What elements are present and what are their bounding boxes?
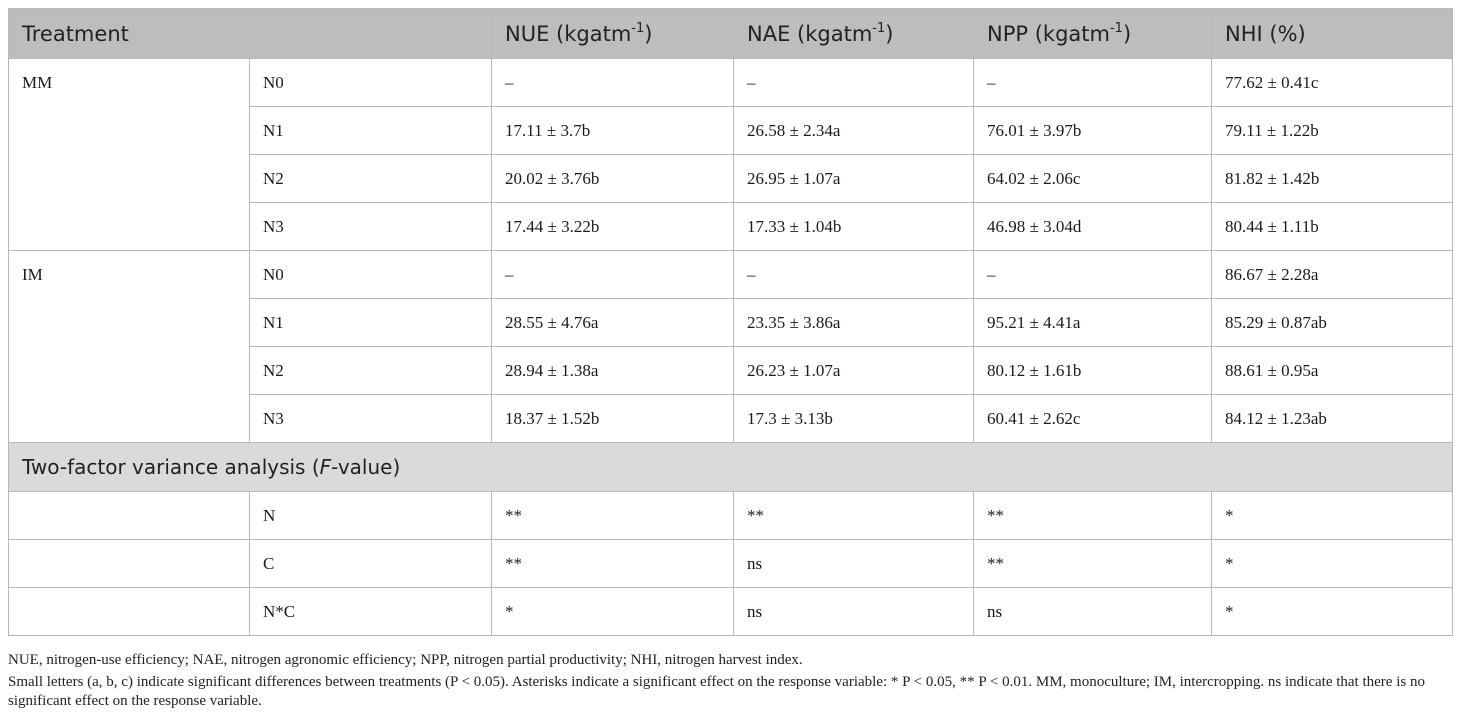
cell-nhi: * [1211, 539, 1454, 588]
cell-nhi: * [1211, 491, 1454, 540]
section-row: Two-factor variance analysis (F-value) [7, 442, 1454, 492]
cell-nue: 17.44 ± 3.22b [491, 202, 735, 251]
section-title-italic: F [319, 455, 332, 479]
header-nae-exponent: -1 [872, 21, 886, 36]
cell-level: N0 [248, 250, 493, 299]
header-nue-exponent: -1 [631, 21, 645, 36]
cell-nae: 23.35 ± 3.86a [733, 298, 975, 347]
table-footnotes: NUE, nitrogen-use efficiency; NAE, nitro… [8, 651, 1452, 714]
cell-npp: ** [973, 491, 1213, 540]
cell-nae: 26.23 ± 1.07a [733, 346, 975, 395]
group-label-im: IM [8, 250, 250, 443]
header-nae: NAE (kgatm-1) [733, 8, 975, 59]
cell-nhi: 86.67 ± 2.28a [1211, 250, 1454, 299]
cell-nae: ns [733, 587, 975, 636]
header-npp-label: NPP (kgatm [987, 22, 1110, 46]
cell-nue: 28.94 ± 1.38a [491, 346, 735, 395]
header-npp: NPP (kgatm-1) [973, 8, 1213, 59]
cell-nhi: 81.82 ± 1.42b [1211, 154, 1454, 203]
table-row: N2 28.94 ± 1.38a 26.23 ± 1.07a 80.12 ± 1… [9, 346, 1454, 395]
header-npp-close: ) [1122, 22, 1132, 46]
cell-level: N3 [248, 202, 493, 251]
cell-level: N2 [248, 346, 493, 395]
cell-npp: – [973, 250, 1213, 299]
table-row: N1 17.11 ± 3.7b 26.58 ± 2.34a 76.01 ± 3.… [9, 106, 1454, 155]
table-row: IM N0 – – – 86.67 ± 2.28a [8, 250, 1454, 443]
cell-nhi: 85.29 ± 0.87ab [1211, 298, 1454, 347]
cell-level: N3 [248, 394, 493, 443]
cell-npp: ** [973, 539, 1213, 588]
header-nue: NUE (kgatm-1) [491, 8, 735, 59]
cell-nae: – [733, 250, 975, 299]
cell-level: N2 [248, 154, 493, 203]
cell-npp: 80.12 ± 1.61b [973, 346, 1213, 395]
cell-nue: ** [491, 539, 735, 588]
cell-empty [8, 539, 250, 588]
header-npp-exponent: -1 [1109, 21, 1123, 36]
cell-nae: 17.33 ± 1.04b [733, 202, 975, 251]
table-row: N3 17.44 ± 3.22b 17.33 ± 1.04b 46.98 ± 3… [9, 202, 1454, 251]
cell-nae: ** [733, 491, 975, 540]
cell-nue: ** [491, 491, 735, 540]
cell-level: N1 [248, 298, 493, 347]
cell-npp: ns [973, 587, 1213, 636]
cell-nue: – [491, 250, 735, 299]
cell-nue: 28.55 ± 4.76a [491, 298, 735, 347]
nitrogen-efficiency-table: Treatment NUE (kgatm-1) NAE (kgatm-1) NP… [7, 8, 1454, 636]
cell-nhi: 84.12 ± 1.23ab [1211, 394, 1454, 443]
header-nue-label: NUE (kgatm [505, 22, 632, 46]
cell-nue: – [491, 58, 735, 107]
cell-nue: 20.02 ± 3.76b [491, 154, 735, 203]
cell-empty [8, 587, 250, 636]
cell-level: N0 [248, 58, 493, 107]
cell-factor: N [248, 491, 493, 540]
table-row: N ** ** ** * [8, 491, 1454, 540]
table-row: MM N0 – – – 77.62 ± 0.41c [8, 58, 1454, 251]
section-title: Two-factor variance analysis (F-value) [7, 442, 1454, 492]
header-nhi-label: NHI (%) [1225, 21, 1306, 46]
header-row: Treatment NUE (kgatm-1) NAE (kgatm-1) NP… [7, 8, 1454, 59]
cell-npp: – [973, 58, 1213, 107]
header-treatment-label: Treatment [22, 21, 129, 46]
cell-nhi: * [1211, 587, 1454, 636]
cell-nue: 18.37 ± 1.52b [491, 394, 735, 443]
cell-nhi: 77.62 ± 0.41c [1211, 58, 1454, 107]
header-nae-close: ) [885, 22, 894, 46]
cell-nae: – [733, 58, 975, 107]
cell-npp: 64.02 ± 2.06c [973, 154, 1213, 203]
table-row: N*C * ns ns * [8, 587, 1454, 636]
footnote-significance: Small letters (a, b, c) indicate signifi… [8, 674, 1425, 709]
cell-nue: * [491, 587, 735, 636]
cell-nae: 17.3 ± 3.13b [733, 394, 975, 443]
cell-level: N1 [248, 106, 493, 155]
table-row: N3 18.37 ± 1.52b 17.3 ± 3.13b 60.41 ± 2.… [9, 394, 1454, 443]
cell-nae: 26.58 ± 2.34a [733, 106, 975, 155]
cell-npp: 60.41 ± 2.62c [973, 394, 1213, 443]
cell-nhi: 80.44 ± 1.11b [1211, 202, 1454, 251]
table-row: N1 28.55 ± 4.76a 23.35 ± 3.86a 95.21 ± 4… [9, 298, 1454, 347]
data-table-container: Treatment NUE (kgatm-1) NAE (kgatm-1) NP… [7, 8, 1454, 636]
table-row: N2 20.02 ± 3.76b 26.95 ± 1.07a 64.02 ± 2… [9, 154, 1454, 203]
cell-nhi: 79.11 ± 1.22b [1211, 106, 1454, 155]
cell-nue: 17.11 ± 3.7b [491, 106, 735, 155]
header-nhi: NHI (%) [1211, 8, 1454, 59]
cell-factor: N*C [248, 587, 493, 636]
header-nue-close: ) [644, 22, 653, 46]
section-title-end: -value) [331, 455, 401, 479]
cell-nae: 26.95 ± 1.07a [733, 154, 975, 203]
cell-nhi: 88.61 ± 0.95a [1211, 346, 1454, 395]
cell-nae: ns [733, 539, 975, 588]
cell-npp: 76.01 ± 3.97b [973, 106, 1213, 155]
cell-npp: 46.98 ± 3.04d [973, 202, 1213, 251]
cell-empty [8, 491, 250, 540]
section-title-start: Two-factor variance analysis ( [22, 455, 320, 479]
header-nae-label: NAE (kgatm [747, 22, 873, 46]
table-row: C ** ns ** * [8, 539, 1454, 588]
header-treatment: Treatment [7, 8, 493, 59]
footnote-abbreviations: NUE, nitrogen-use efficiency; NAE, nitro… [8, 652, 803, 668]
cell-factor: C [248, 539, 493, 588]
cell-npp: 95.21 ± 4.41a [973, 298, 1213, 347]
group-label-mm: MM [8, 58, 250, 251]
